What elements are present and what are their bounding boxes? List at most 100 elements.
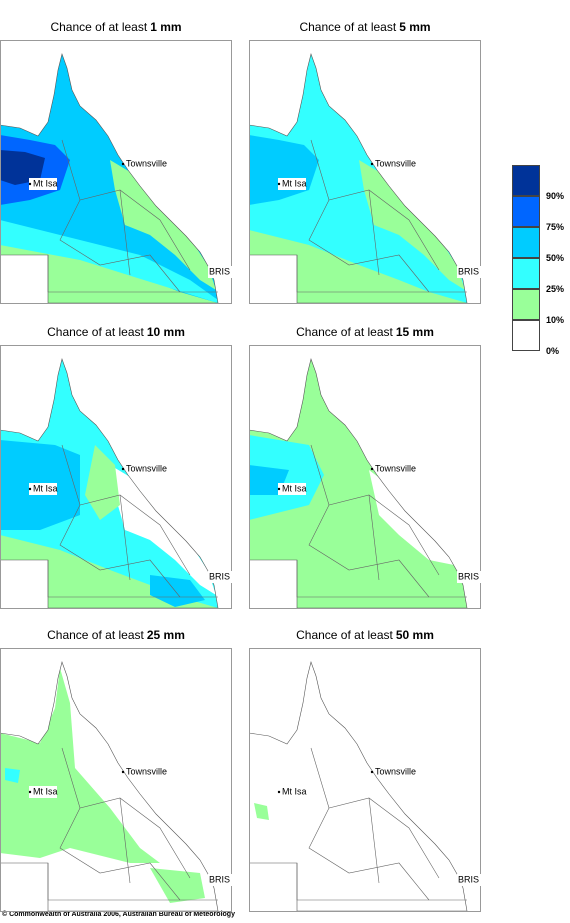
- zone: [254, 803, 269, 820]
- coastline: [0, 660, 219, 912]
- zone: [0, 150, 45, 185]
- legend-label: 75%: [546, 222, 565, 232]
- zone: [0, 535, 218, 608]
- place-label: Mt Isa: [282, 178, 307, 188]
- legend-swatch: [512, 289, 540, 320]
- panel-title: Chance of at least 25 mm: [0, 628, 232, 642]
- legend-swatch: [512, 320, 540, 351]
- title-prefix: Chance of at least: [296, 628, 393, 642]
- coastline: [0, 52, 219, 304]
- border: [368, 797, 380, 884]
- zones: [0, 54, 218, 303]
- zone: [5, 768, 20, 783]
- place-label: Townsville: [375, 158, 416, 168]
- place-label: BRIS: [209, 266, 230, 276]
- legend-label: 0%: [546, 346, 560, 356]
- place-label: Townsville: [126, 158, 167, 168]
- zone: [150, 575, 205, 607]
- copyright: © Commonwealth of Australia 2006, Austra…: [2, 911, 235, 918]
- place-label: Townsville: [375, 463, 416, 473]
- label-box: [457, 874, 481, 886]
- legend-swatch: [512, 227, 540, 258]
- border: [47, 560, 218, 598]
- place-label: Mt Isa: [33, 178, 58, 188]
- town-dot: [277, 182, 281, 186]
- town-dot: [28, 182, 32, 186]
- frame: [249, 40, 481, 304]
- label-box: [457, 571, 481, 583]
- zones: [249, 662, 467, 911]
- coastline: [249, 357, 468, 609]
- map-panel: Townsville Mt Isa BRIS: [249, 345, 481, 609]
- border: [59, 807, 181, 901]
- town-dot: [28, 790, 32, 794]
- zone: [249, 435, 324, 520]
- frame: [0, 40, 232, 304]
- title-prefix: Chance of at least: [296, 325, 393, 339]
- label-box: [278, 786, 306, 798]
- title-amount: 10 mm: [146, 325, 185, 339]
- town-dot: [277, 790, 281, 794]
- label-box: [278, 483, 306, 495]
- town-dot: [277, 487, 281, 491]
- border: [296, 255, 467, 293]
- legend-swatch: [512, 196, 540, 227]
- place-label: Townsville: [126, 463, 167, 473]
- label-box: [29, 178, 57, 190]
- border: [119, 494, 131, 581]
- town-dot: [28, 487, 32, 491]
- map-panel: Townsville Mt Isa BRIS: [249, 648, 481, 912]
- legend-swatch: [512, 258, 540, 289]
- coastline: [249, 660, 468, 912]
- border: [308, 199, 430, 293]
- zones: [249, 359, 467, 608]
- border: [119, 189, 131, 276]
- legend-label: 25%: [546, 284, 565, 294]
- place-label: BRIS: [458, 874, 479, 884]
- panel-title: Chance of at least 50 mm: [249, 628, 481, 642]
- zone: [0, 668, 160, 863]
- border: [308, 807, 430, 901]
- place-label: BRIS: [458, 266, 479, 276]
- title-prefix: Chance of at least: [47, 628, 144, 642]
- label-box: [29, 483, 57, 495]
- zone: [85, 445, 120, 520]
- place-label: Mt Isa: [33, 786, 58, 796]
- title-amount: 1 mm: [150, 20, 182, 34]
- border: [368, 189, 380, 276]
- label-box: [208, 874, 232, 886]
- place-label: BRIS: [209, 571, 230, 581]
- border: [296, 560, 467, 598]
- border: [368, 494, 380, 581]
- frame: [0, 648, 232, 912]
- map-panel: Townsville Mt Isa BRIS: [0, 40, 232, 304]
- town-dot: [121, 467, 125, 471]
- place-label: Mt Isa: [282, 786, 307, 796]
- title-prefix: Chance of at least: [47, 325, 144, 339]
- place-label: Mt Isa: [282, 483, 307, 493]
- place-label: Mt Isa: [33, 483, 58, 493]
- legend-label: 10%: [546, 315, 565, 325]
- panel-title: Chance of at least 5 mm: [249, 20, 481, 34]
- title-amount: 25 mm: [146, 628, 185, 642]
- border: [47, 255, 218, 293]
- panel-title: Chance of at least 15 mm: [249, 325, 481, 339]
- map-panel: Townsville Mt Isa BRIS: [0, 345, 232, 609]
- map-panel: Townsville Mt Isa BRIS: [0, 648, 232, 912]
- border: [308, 504, 430, 598]
- label-box: [278, 178, 306, 190]
- town-dot: [370, 770, 374, 774]
- title-amount: 5 mm: [399, 20, 431, 34]
- zone: [249, 230, 467, 303]
- title-prefix: Chance of at least: [299, 20, 397, 34]
- border: [47, 863, 218, 901]
- border: [119, 797, 131, 884]
- border: [59, 504, 181, 598]
- coastline: [249, 52, 468, 304]
- panel-title: Chance of at least 10 mm: [0, 325, 232, 339]
- zone: [0, 220, 218, 303]
- frame: [249, 648, 481, 912]
- coastline: [0, 357, 219, 609]
- label-box: [457, 266, 481, 278]
